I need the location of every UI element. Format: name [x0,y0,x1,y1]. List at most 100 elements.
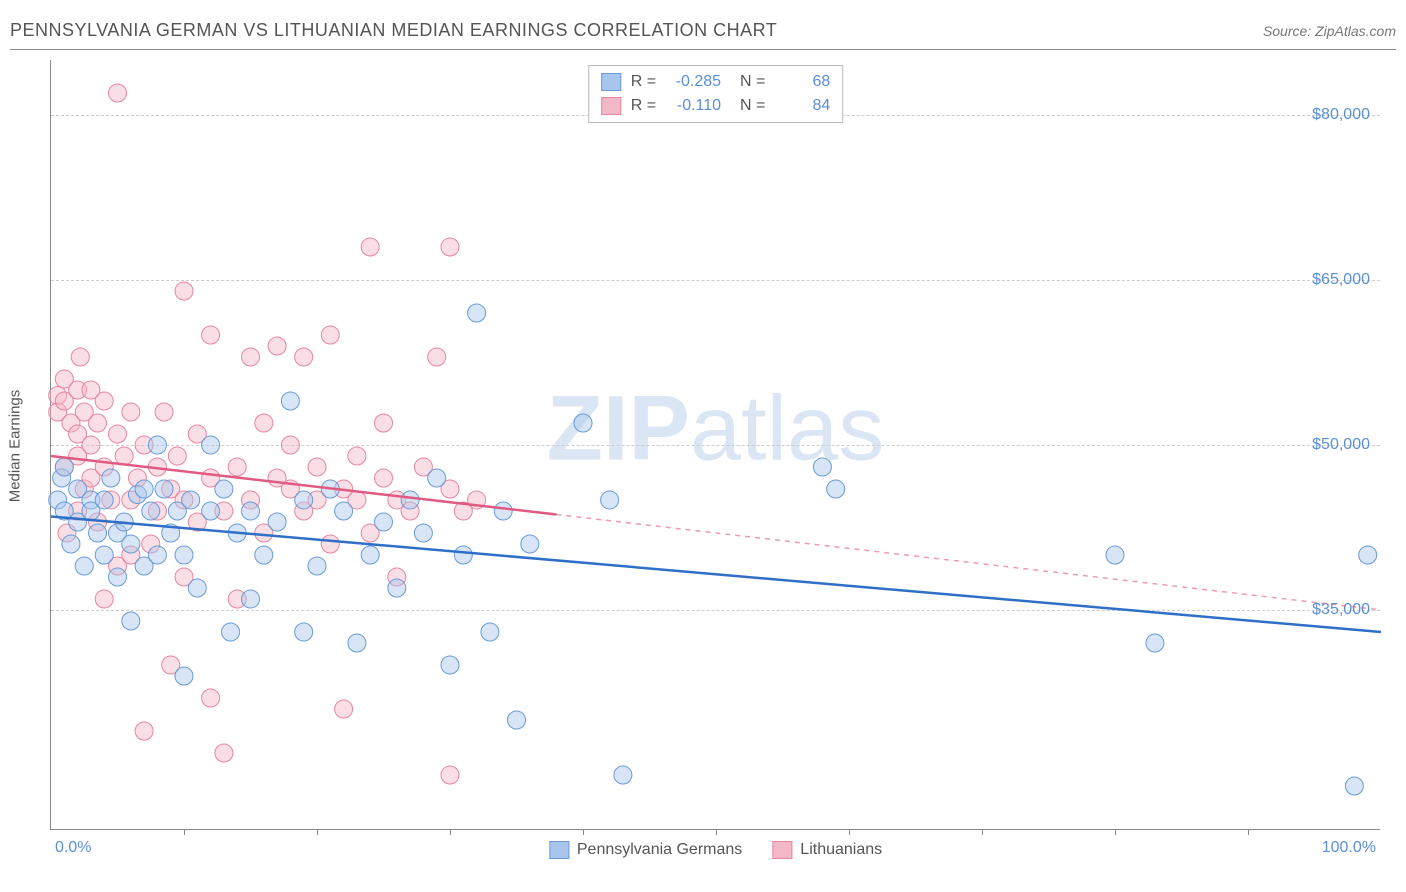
data-point [89,524,107,542]
data-point [188,579,206,597]
data-point [321,535,339,553]
data-point [255,414,273,432]
data-point [574,414,592,432]
data-point [441,238,459,256]
data-point [1345,777,1363,795]
data-point [308,458,326,476]
legend-swatch-0 [549,841,569,859]
data-point [62,535,80,553]
swatch-series-1 [601,97,621,115]
data-point [321,326,339,344]
data-point [135,480,153,498]
x-tick [982,829,983,835]
data-point [281,436,299,454]
data-point [175,546,193,564]
r-value-1: -0.110 [666,94,721,118]
data-point [202,689,220,707]
data-point [281,392,299,410]
data-point [202,436,220,454]
chart-svg [51,60,1380,829]
data-point [89,414,107,432]
data-point [481,623,499,641]
x-tick [1248,829,1249,835]
data-point [388,579,406,597]
x-max-label: 100.0% [1322,839,1376,857]
data-point [454,546,472,564]
data-point [361,238,379,256]
data-point [335,502,353,520]
stats-row-series-1: R = -0.110 N = 84 [601,94,831,118]
data-point [175,282,193,300]
data-point [468,304,486,322]
data-point [255,546,273,564]
data-point [109,568,127,586]
data-point [168,447,186,465]
data-point [375,414,393,432]
data-point [155,403,173,421]
bottom-legend: Pennsylvania Germans Lithuanians [549,841,882,859]
data-point [375,469,393,487]
data-point [494,502,512,520]
data-point [361,546,379,564]
data-point [109,84,127,102]
data-point [295,348,313,366]
x-tick [716,829,717,835]
legend-item-1: Lithuanians [772,841,882,859]
swatch-series-0 [601,73,621,91]
data-point [135,722,153,740]
data-point [1359,546,1377,564]
data-point [268,513,286,531]
x-tick [450,829,451,835]
data-point [375,513,393,531]
data-point [148,436,166,454]
data-point [242,502,260,520]
data-point [122,612,140,630]
data-point [268,337,286,355]
data-point [95,590,113,608]
data-point [55,458,73,476]
data-point [215,744,233,762]
r-value-0: -0.285 [666,70,721,94]
data-point [142,502,160,520]
title-bar: PENNSYLVANIA GERMAN VS LITHUANIAN MEDIAN… [10,20,1396,50]
n-value-1: 84 [775,94,830,118]
data-point [508,711,526,729]
data-point [215,480,233,498]
data-point [95,491,113,509]
source-attribution: Source: ZipAtlas.com [1263,23,1396,39]
x-tick [1115,829,1116,835]
legend-label-1: Lithuanians [800,841,882,859]
data-point [148,546,166,564]
r-label-1: R = [631,94,656,118]
data-point [1146,634,1164,652]
n-label-1: N = [731,94,765,118]
data-point [295,623,313,641]
data-point [115,447,133,465]
x-tick [583,829,584,835]
x-tick [849,829,850,835]
plot-area: ZIPatlas $35,000$50,000$65,000$80,000 R … [50,60,1380,830]
data-point [242,348,260,366]
data-point [222,623,240,641]
data-point [102,469,120,487]
data-point [109,425,127,443]
data-point [202,326,220,344]
r-label-0: R = [631,70,656,94]
data-point [71,348,89,366]
regression-line [51,517,1381,633]
data-point [827,480,845,498]
data-point [308,557,326,575]
chart-container: PENNSYLVANIA GERMAN VS LITHUANIAN MEDIAN… [0,0,1406,892]
data-point [95,546,113,564]
data-point [228,458,246,476]
y-axis-label: Median Earnings [7,390,24,503]
data-point [155,480,173,498]
data-point [1106,546,1124,564]
stats-row-series-0: R = -0.285 N = 68 [601,70,831,94]
stats-legend-box: R = -0.285 N = 68 R = -0.110 N = 84 [588,65,844,123]
legend-label-0: Pennsylvania Germans [577,841,742,859]
data-point [242,590,260,608]
data-point [75,557,93,575]
n-value-0: 68 [775,70,830,94]
data-point [348,447,366,465]
